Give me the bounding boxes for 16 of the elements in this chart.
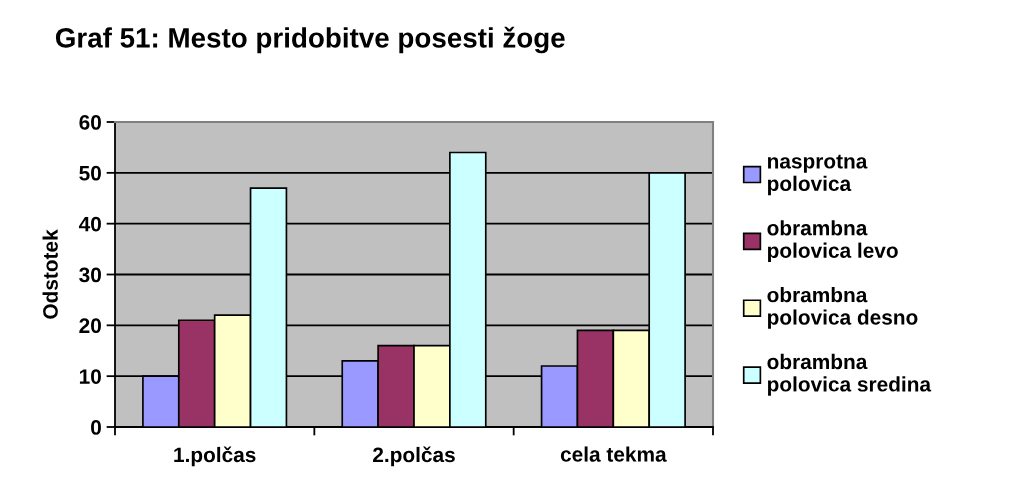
chart-title: Graf 51: Mesto pridobitve posesti žoge (55, 26, 565, 54)
x-tick-label: 1.polčas (174, 446, 256, 467)
legend-label: obrambna polovica desno (767, 287, 918, 329)
x-tick-label: 2.polčas (373, 446, 455, 467)
y-axis-title: Odstotek (42, 229, 58, 319)
legend-label: obrambna polovica levo (767, 220, 898, 262)
legend-label: nasprotna polovica (768, 154, 868, 196)
y-tick-label: 60 (79, 115, 101, 130)
y-tick-label: 10 (79, 369, 101, 384)
y-tick-label: 40 (78, 216, 101, 232)
legend-label: obrambna polovica sredina (767, 353, 932, 396)
y-tick-label: 50 (79, 165, 101, 181)
y-tick-label: 30 (79, 267, 101, 283)
y-tick-label: 20 (79, 318, 101, 334)
y-tick-label: 0 (91, 420, 101, 435)
x-tick-label: cela tekma (560, 446, 667, 462)
